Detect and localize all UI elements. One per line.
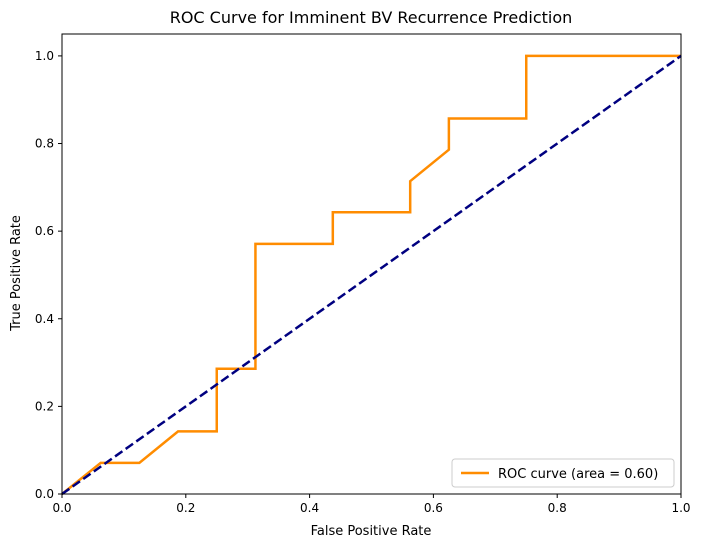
x-tick-label: 0.4	[300, 501, 319, 515]
y-axis-ticks: 0.0 0.2 0.4 0.6 0.8 1.0	[35, 49, 62, 501]
x-tick-label: 0.2	[176, 501, 195, 515]
y-tick-label: 0.6	[35, 224, 54, 238]
chart-title: ROC Curve for Imminent BV Recurrence Pre…	[170, 8, 573, 27]
legend-label-roc: ROC curve (area = 0.60)	[498, 467, 658, 482]
x-tick-label: 0.8	[548, 501, 567, 515]
x-axis-label: False Positive Rate	[311, 524, 432, 539]
roc-curve-line	[61, 54, 681, 495]
y-axis-label: True Positive Rate	[9, 215, 24, 332]
y-tick-label: 0.8	[35, 137, 54, 151]
y-tick-label: 1.0	[35, 49, 54, 63]
x-tick-label: 0.0	[52, 501, 71, 515]
y-tick-label: 0.0	[35, 487, 54, 501]
chance-line	[61, 54, 682, 496]
legend: ROC curve (area = 0.60)	[451, 458, 675, 488]
y-tick-label: 0.2	[35, 399, 54, 413]
legend-box	[451, 458, 675, 488]
x-tick-label: 1.0	[671, 501, 690, 515]
x-axis-ticks: 0.0 0.2 0.4 0.6 0.8 1.0	[52, 494, 691, 515]
plot-frame	[61, 33, 682, 495]
x-tick-label: 0.6	[424, 501, 443, 515]
plot-area	[61, 33, 682, 496]
y-tick-label: 0.4	[35, 312, 54, 326]
